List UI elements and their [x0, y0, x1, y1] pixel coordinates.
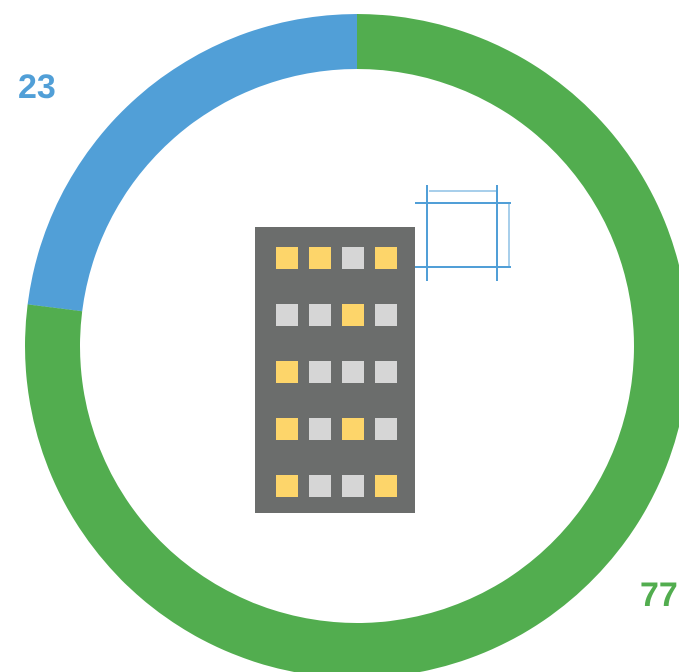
building-windows — [276, 247, 397, 497]
window-dark — [309, 361, 331, 383]
window-lit — [276, 247, 298, 269]
window-dark — [375, 418, 397, 440]
slice-label-77: 77 — [640, 576, 678, 614]
window-dark — [375, 304, 397, 326]
window-dark — [276, 304, 298, 326]
window-lit — [375, 247, 397, 269]
window-dark — [342, 247, 364, 269]
window-dark — [342, 361, 364, 383]
window-dark — [375, 361, 397, 383]
window-dark — [309, 304, 331, 326]
window-dark — [309, 475, 331, 497]
window-lit — [309, 247, 331, 269]
window-lit — [276, 475, 298, 497]
floor-plan-square — [426, 202, 498, 268]
window-lit — [375, 475, 397, 497]
window-lit — [276, 361, 298, 383]
window-dark — [309, 418, 331, 440]
floor-plan-dimensions-icon — [415, 185, 511, 281]
donut-slice-23 — [27, 14, 357, 312]
window-dark — [342, 475, 364, 497]
apartment-building-icon — [255, 227, 415, 513]
window-lit — [342, 418, 364, 440]
slice-label-23: 23 — [18, 68, 56, 106]
window-lit — [342, 304, 364, 326]
window-lit — [276, 418, 298, 440]
